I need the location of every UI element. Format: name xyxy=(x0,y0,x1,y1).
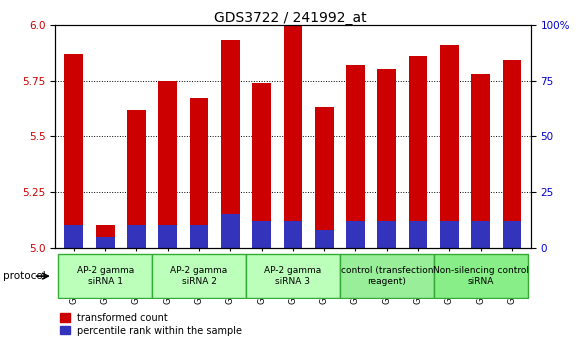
Bar xyxy=(315,230,333,248)
Bar xyxy=(246,255,340,298)
Bar xyxy=(378,221,396,248)
Bar xyxy=(440,45,459,248)
Bar xyxy=(190,98,208,248)
Bar xyxy=(190,225,208,248)
Bar xyxy=(221,214,240,248)
Text: GDS3722 / 241992_at: GDS3722 / 241992_at xyxy=(213,11,367,25)
Bar xyxy=(284,25,302,248)
Bar xyxy=(409,221,427,248)
Bar xyxy=(471,221,490,248)
Bar xyxy=(252,83,271,248)
Bar xyxy=(315,107,333,248)
Text: AP-2 gamma
siRNA 1: AP-2 gamma siRNA 1 xyxy=(77,267,134,286)
Bar xyxy=(502,61,521,248)
Bar xyxy=(252,221,271,248)
Bar xyxy=(471,74,490,248)
Text: Non-silencing control
siRNA: Non-silencing control siRNA xyxy=(433,267,528,286)
Bar xyxy=(127,109,146,248)
Legend: transformed count, percentile rank within the sample: transformed count, percentile rank withi… xyxy=(60,313,242,336)
Bar xyxy=(96,225,115,248)
Bar xyxy=(58,255,152,298)
Bar xyxy=(434,255,528,298)
Bar xyxy=(127,225,146,248)
Bar xyxy=(440,221,459,248)
Bar xyxy=(340,255,434,298)
Text: AP-2 gamma
siRNA 2: AP-2 gamma siRNA 2 xyxy=(171,267,228,286)
Text: protocol: protocol xyxy=(3,271,46,281)
Text: AP-2 gamma
siRNA 3: AP-2 gamma siRNA 3 xyxy=(264,267,321,286)
Text: control (transfection
reagent): control (transfection reagent) xyxy=(340,267,433,286)
Bar xyxy=(409,56,427,248)
Bar xyxy=(502,221,521,248)
Bar xyxy=(158,80,177,248)
Bar xyxy=(346,221,365,248)
Bar xyxy=(64,225,84,248)
Bar xyxy=(221,40,240,248)
Bar xyxy=(96,236,115,248)
Bar xyxy=(346,65,365,248)
Bar xyxy=(158,225,177,248)
Bar xyxy=(64,54,84,248)
Bar xyxy=(152,255,246,298)
Bar xyxy=(378,69,396,248)
Bar xyxy=(284,221,302,248)
